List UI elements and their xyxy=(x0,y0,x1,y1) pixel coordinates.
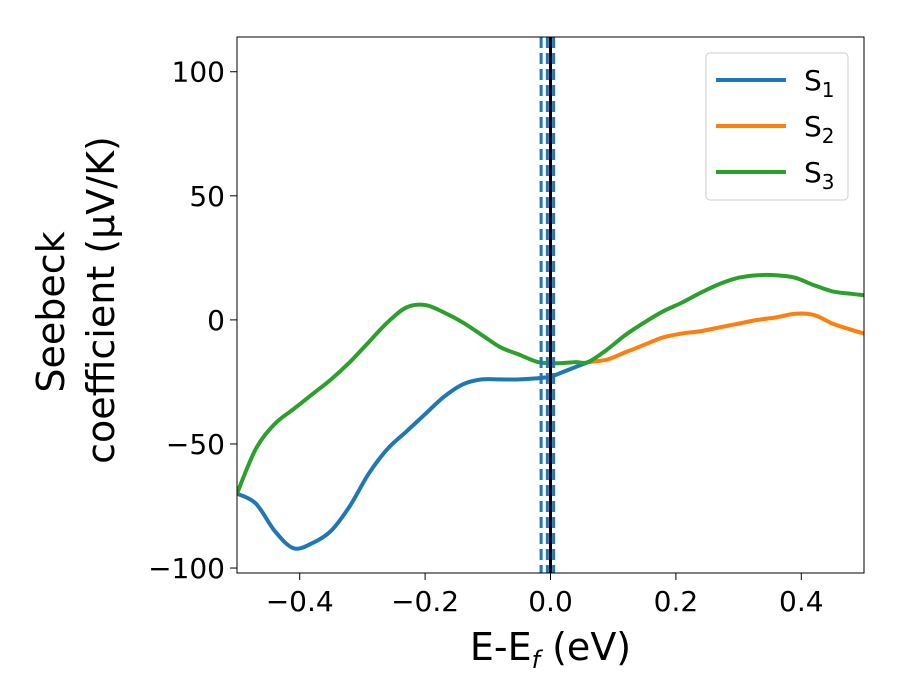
x-tick-label: 0.2 xyxy=(654,585,699,618)
y-axis-label-line1: Seebeck xyxy=(29,231,73,392)
legend-label-sub: 3 xyxy=(822,170,835,194)
y-axis-label: Seebeck coefficient (μV/K) xyxy=(29,136,123,464)
plot-clip-group xyxy=(237,37,864,573)
axis-ticks: −0.4 −0.2 0.0 0.2 0.4 −100 −50 0 50 100 xyxy=(148,56,823,618)
y-tick-label: −50 xyxy=(166,428,225,461)
series-line-S3-2 xyxy=(237,272,864,496)
plot-area xyxy=(237,37,864,573)
legend-label-S2: S2 xyxy=(804,110,835,148)
legend-label-S1: S1 xyxy=(804,64,835,102)
y-tick-label: 0 xyxy=(207,304,225,337)
x-tick-label: −0.2 xyxy=(391,585,459,618)
legend-label-S3: S3 xyxy=(804,156,835,194)
x-axis-label-unit: (eV) xyxy=(540,625,631,669)
legend-label-main: S xyxy=(804,156,822,189)
x-axis-label: E-Ef (eV) xyxy=(470,625,631,674)
series-line-S1-0 xyxy=(237,375,553,551)
x-tick-label: 0.4 xyxy=(779,585,824,618)
legend-label-main: S xyxy=(804,64,822,97)
legend-label-sub: 2 xyxy=(822,124,835,148)
series-line-S2-1 xyxy=(586,311,864,365)
x-axis-label-main: E-E xyxy=(470,625,532,669)
y-tick-label: 100 xyxy=(172,56,225,89)
x-tick-label: 0.0 xyxy=(528,585,573,618)
y-tick-label: −100 xyxy=(148,552,225,585)
legend-label-sub: 1 xyxy=(822,78,835,102)
y-axis-label-line2: coefficient (μV/K) xyxy=(79,136,123,464)
x-tick-label: −0.4 xyxy=(266,585,334,618)
legend-label-main: S xyxy=(804,110,822,143)
y-tick-label: 50 xyxy=(189,180,225,213)
